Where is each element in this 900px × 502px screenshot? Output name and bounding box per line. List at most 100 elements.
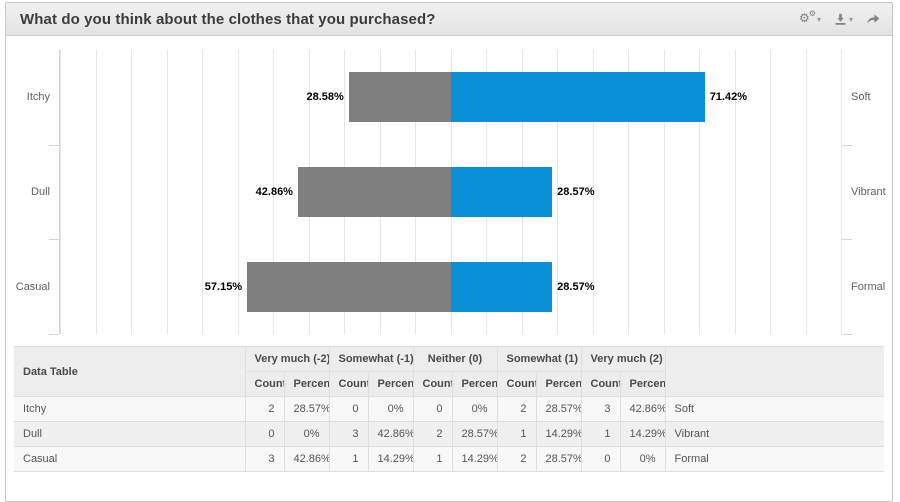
data-table: Data Table Very much (-2) Somewhat (-1) Nei… — [14, 346, 884, 472]
row-label-cell: Dull — [14, 421, 246, 447]
value-cell: 28.57% — [283, 396, 330, 422]
bar-strip: 57.15% 28.57% — [59, 239, 842, 334]
value-cell: 2 — [496, 446, 537, 472]
category-right-label: Soft — [851, 91, 871, 104]
value-cell: 42.86% — [619, 396, 666, 422]
value-cell: 14.29% — [535, 421, 582, 447]
bar-strip: 28.58% 71.42% — [59, 50, 842, 145]
row-right-label-cell: Soft — [664, 396, 884, 422]
vertical-gridline — [663, 50, 665, 334]
positive-bar[interactable] — [450, 261, 553, 312]
download-icon — [834, 13, 847, 26]
category-left-label: Dull — [31, 186, 50, 198]
share-icon — [866, 13, 880, 26]
positive-value-label: 28.57% — [557, 186, 595, 198]
vertical-gridline — [805, 50, 807, 334]
subheader-cell: Count — [580, 371, 621, 397]
question-title: What do you think about the clothes that… — [20, 10, 436, 28]
negative-value-label: 28.58% — [306, 91, 344, 104]
right-axis-tick — [842, 334, 852, 335]
vertical-gridline — [592, 50, 594, 334]
value-cell: 1 — [580, 421, 621, 447]
vertical-gridline — [273, 50, 274, 334]
subheader-cell: Count — [412, 371, 453, 397]
value-cell: 1 — [496, 421, 537, 447]
subheader-cell: Percent — [367, 371, 414, 397]
negative-bar[interactable] — [297, 167, 451, 217]
subheader-cell: Percent — [283, 371, 330, 397]
row-right-label-cell: Vibrant — [664, 421, 884, 447]
group-header-cell: Very much (-2) — [244, 346, 330, 372]
vertical-gridline — [202, 50, 203, 334]
data-table-section: Data Table Very much (-2) Somewhat (-1) Nei… — [14, 346, 884, 472]
value-cell: 0% — [451, 396, 498, 422]
value-cell: 1 — [328, 446, 369, 472]
value-cell: 14.29% — [367, 446, 414, 472]
subheader-cell: Count — [496, 371, 537, 397]
table-row: Casual 3 42.86% 1 14.29% 1 14.29% 2 28.57% 0 0% For… — [14, 446, 884, 472]
row-right-label-cell: Formal — [664, 446, 884, 472]
negative-bar[interactable] — [247, 261, 451, 312]
vertical-gridline — [841, 50, 842, 334]
group-header-cell: Somewhat (-1) — [328, 346, 414, 372]
download-button[interactable]: ▾ — [834, 13, 853, 26]
left-axis-tick — [49, 334, 59, 335]
value-cell: 2 — [244, 396, 285, 422]
bar-strip: 42.86% 28.57% — [59, 145, 842, 240]
vertical-gridline — [699, 50, 700, 334]
category-right-label: Vibrant — [851, 186, 886, 198]
group-header-cell: Somewhat (1) — [496, 346, 582, 372]
right-axis-tick — [842, 144, 852, 146]
value-cell: 3 — [580, 396, 621, 422]
vertical-gridline — [734, 50, 736, 334]
row-label-cell: Itchy — [14, 396, 246, 422]
positive-value-label: 71.42% — [709, 91, 747, 104]
caret-down-icon: ▾ — [816, 14, 821, 24]
value-cell: 0% — [619, 446, 666, 472]
subheader-cell: Count — [328, 371, 369, 397]
value-cell: 3 — [328, 421, 369, 447]
negative-value-label: 57.15% — [204, 280, 243, 293]
positive-bar[interactable] — [450, 167, 553, 217]
table-row: Dull 0 0% 3 42.86% 2 28.57% 1 14.29% 1 14.29% Vibra… — [14, 421, 884, 447]
subheader-cell: Percent — [619, 371, 666, 397]
chart-row: Casual 57.15% 28.57% Formal — [6, 239, 892, 334]
chart-settings-button[interactable]: ⚙ ⚙ ▾ — [798, 9, 821, 26]
value-cell: 42.86% — [367, 421, 414, 447]
left-axis-tick — [49, 239, 59, 241]
value-cell: 42.86% — [283, 446, 330, 472]
positive-bar[interactable] — [450, 72, 705, 123]
gears-icon: ⚙ ⚙ — [798, 9, 816, 25]
diverging-bar-chart: Itchy 28.58% 71.42% Soft Dull 42.86% 28.57% Vib… — [6, 36, 892, 340]
survey-question-widget: What do you think about the clothes that… — [5, 2, 893, 502]
negative-bar[interactable] — [348, 72, 451, 123]
vertical-gridline — [237, 50, 239, 334]
table-header-group-row: Data Table Very much (-2) Somewhat (-1) Nei… — [14, 346, 884, 397]
row-label-cell: Casual — [14, 446, 246, 472]
value-cell: 14.29% — [451, 446, 498, 472]
right-axis-tick — [842, 239, 852, 241]
value-cell: 1 — [412, 446, 453, 472]
vertical-gridline — [557, 50, 558, 334]
value-cell: 3 — [244, 446, 285, 472]
share-button[interactable] — [866, 13, 880, 26]
category-left-label: Itchy — [26, 91, 50, 104]
value-cell: 0 — [244, 421, 285, 447]
vertical-gridline — [60, 50, 61, 334]
value-cell: 0 — [412, 396, 453, 422]
group-header-cell: Neither (0) — [412, 346, 498, 372]
left-axis-tick — [49, 144, 59, 146]
value-cell: 2 — [412, 421, 453, 447]
subheader-cell: Percent — [451, 371, 498, 397]
value-cell: 14.29% — [619, 421, 666, 447]
subheader-cell: Count — [245, 371, 285, 397]
value-cell: 2 — [496, 396, 537, 422]
table-row: Itchy 2 28.57% 0 0% 0 0% 2 28.57% 3 42.86% Soft — [14, 396, 884, 422]
value-cell: 28.57% — [451, 421, 498, 447]
table-title-cell: Data Table — [14, 346, 246, 397]
value-cell: 0 — [580, 446, 621, 472]
vertical-gridline — [166, 50, 168, 334]
value-cell: 28.57% — [535, 446, 582, 472]
chart-row: Dull 42.86% 28.57% Vibrant — [6, 145, 892, 240]
subheader-cell: Percent — [535, 371, 582, 397]
